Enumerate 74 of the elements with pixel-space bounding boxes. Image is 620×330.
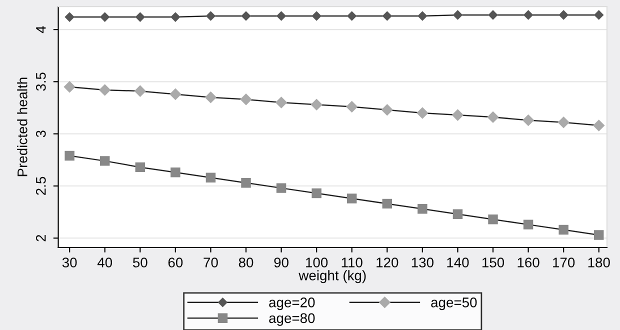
point (347, 11, 356, 21)
point (558, 116, 570, 128)
x-tick-label: 130 (412, 258, 434, 268)
x-tick-label: 80 (238, 258, 254, 268)
point (276, 183, 286, 193)
point (558, 224, 568, 235)
point (276, 96, 287, 108)
point (558, 10, 568, 20)
point (453, 10, 462, 20)
point (100, 156, 110, 166)
point (99, 84, 110, 96)
point (487, 112, 499, 123)
point (135, 162, 146, 172)
point (452, 209, 463, 219)
point (170, 12, 180, 22)
y-tick-label: 4 (36, 26, 46, 34)
point (593, 120, 604, 132)
point (594, 230, 604, 240)
x-tick-label: 90 (274, 258, 288, 268)
point (206, 11, 216, 21)
x-tick-label: 170 (553, 258, 575, 268)
point (416, 107, 428, 119)
point (134, 85, 146, 97)
point (347, 194, 357, 204)
point (276, 11, 286, 21)
point (312, 11, 322, 21)
point (382, 198, 392, 209)
legend-label: age=50 (431, 298, 477, 310)
legend-label: age=80 (269, 313, 315, 326)
point (241, 11, 251, 21)
point (240, 94, 252, 106)
point (312, 188, 322, 198)
x-tick-label: 180 (588, 258, 610, 268)
point (594, 10, 604, 20)
point (206, 172, 216, 182)
x-tick-label: 100 (306, 258, 328, 268)
point (524, 10, 533, 20)
y-tick-label: 2 (36, 234, 46, 242)
x-tick-label: 70 (204, 258, 218, 268)
point (64, 12, 74, 22)
point (523, 220, 534, 230)
point (64, 150, 74, 161)
point (382, 104, 393, 116)
point (488, 10, 498, 20)
y-axis-title: Predicted health (17, 78, 28, 176)
point (170, 168, 180, 178)
x-tick-label: 40 (97, 258, 112, 268)
point (170, 88, 182, 100)
point (241, 178, 251, 188)
x-tick-label: 50 (132, 258, 148, 268)
x-axis-title: weight (kg) (298, 270, 366, 284)
x-tick-label: 140 (447, 258, 469, 268)
point (418, 204, 428, 214)
point (310, 99, 322, 110)
point (205, 92, 216, 103)
legend-label: age=20 (269, 298, 315, 310)
x-tick-label: 120 (376, 258, 398, 268)
point (64, 81, 76, 93)
point (488, 214, 498, 224)
point (100, 12, 110, 22)
y-tick-label: 3.5 (36, 72, 46, 91)
point (522, 114, 534, 126)
point (382, 11, 392, 21)
x-tick-label: 150 (482, 258, 504, 268)
point (452, 109, 464, 121)
point (136, 12, 145, 22)
point (346, 101, 358, 112)
x-tick-label: 30 (62, 258, 77, 268)
x-tick-label: 60 (168, 258, 183, 268)
x-tick-label: 110 (342, 258, 362, 268)
point (418, 11, 428, 21)
y-tick-label: 2.5 (36, 176, 46, 195)
x-tick-label: 160 (518, 258, 540, 268)
y-tick-label: 3 (36, 130, 46, 138)
